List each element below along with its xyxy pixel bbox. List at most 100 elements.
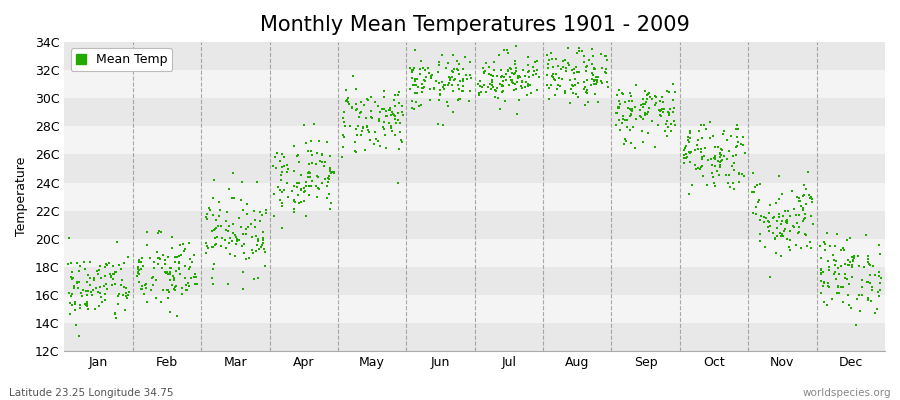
Point [504, 77, 518, 84]
Point [805, 199, 819, 206]
Point [487, 59, 501, 66]
Point [304, 177, 319, 184]
Point [225, 238, 239, 244]
Point [110, 238, 124, 245]
Point [406, 82, 420, 88]
Point [834, 284, 849, 290]
Point [652, 112, 667, 118]
Point [725, 180, 740, 187]
Point [392, 100, 407, 106]
Point [526, 72, 540, 78]
Point [565, 90, 580, 96]
Point [172, 253, 186, 259]
Point [382, 120, 396, 126]
Point [636, 96, 651, 103]
Point [541, 65, 555, 71]
Point [130, 266, 145, 272]
Point [446, 76, 461, 83]
Point [791, 230, 806, 236]
Point [149, 249, 164, 256]
Point [504, 70, 518, 77]
Point [472, 83, 487, 89]
Point [172, 270, 186, 277]
Point [432, 97, 446, 103]
Point [322, 166, 337, 172]
Point [774, 253, 788, 260]
Point [548, 56, 562, 62]
Point [120, 295, 134, 302]
Point [684, 149, 698, 155]
Point [666, 97, 680, 104]
Point [228, 252, 242, 259]
Point [392, 89, 407, 95]
Point [485, 82, 500, 88]
Point [660, 88, 674, 94]
Point [275, 164, 290, 170]
Point [842, 280, 856, 287]
Point [213, 223, 228, 229]
Point [511, 73, 526, 80]
Point [796, 204, 810, 211]
Point [580, 90, 594, 96]
Point [321, 175, 336, 182]
Point [336, 143, 350, 150]
Point [719, 136, 733, 143]
Point [760, 224, 775, 231]
Point [424, 75, 438, 82]
Point [460, 76, 474, 82]
Point [139, 285, 153, 291]
Point [445, 82, 459, 88]
Point [663, 128, 678, 134]
Point [505, 79, 519, 86]
Point [318, 176, 332, 182]
Point [797, 231, 812, 237]
Point [206, 266, 220, 272]
Point [633, 113, 647, 120]
Point [600, 84, 615, 91]
Point [99, 260, 113, 267]
Point [634, 128, 649, 134]
Point [571, 94, 585, 100]
Point [415, 84, 429, 91]
Point [209, 225, 223, 231]
Point [94, 275, 108, 282]
Point [418, 78, 432, 85]
Point [65, 302, 79, 308]
Point [121, 254, 135, 260]
Point [837, 246, 851, 253]
Point [167, 286, 182, 293]
Point [796, 182, 811, 188]
Point [654, 106, 669, 112]
Point [776, 232, 790, 239]
Point [353, 110, 367, 116]
Point [158, 269, 173, 275]
Point [297, 198, 311, 204]
Point [590, 76, 605, 83]
Point [221, 223, 236, 229]
Point [779, 218, 794, 224]
Point [851, 253, 866, 260]
Point [64, 293, 78, 299]
Point [623, 112, 637, 119]
Point [249, 178, 264, 185]
Point [695, 163, 709, 170]
Point [73, 302, 87, 308]
Point [63, 310, 77, 317]
Point [688, 147, 702, 154]
Point [305, 160, 320, 167]
Point [703, 134, 717, 141]
Point [786, 223, 800, 229]
Point [816, 239, 831, 245]
Point [589, 74, 603, 80]
Point [93, 303, 107, 309]
Point [114, 282, 129, 288]
Point [814, 266, 828, 272]
Point [637, 88, 652, 94]
Point [248, 216, 263, 223]
Point [361, 96, 375, 103]
Point [439, 99, 454, 106]
Point [68, 299, 83, 305]
Point [540, 82, 554, 88]
Point [253, 209, 267, 215]
Point [661, 108, 675, 115]
